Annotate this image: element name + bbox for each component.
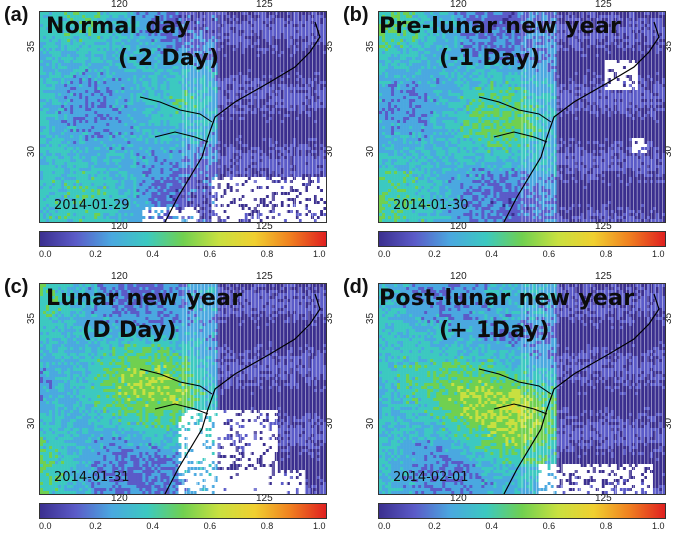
colorbar-tick-label: 0.8 — [600, 521, 613, 531]
left-tick-label: 30 — [365, 146, 376, 157]
aod-map — [378, 283, 666, 495]
colorbar-tick-label: 0.8 — [261, 249, 274, 259]
bottom-tick-label: 125 — [595, 493, 612, 504]
top-tick-label: 125 — [595, 271, 612, 282]
panel-a: (a) 120 125 35 30 35 30 Normal day (-2 Day) 2014-… — [0, 0, 339, 271]
colorbar-tick-label: 0.6 — [204, 521, 217, 531]
panel-d: (d) 120 125 35 30 35 30 Post-lunar new year (+ 1… — [339, 271, 678, 543]
colorbar-tick-label: 1.0 — [652, 249, 665, 259]
top-tick-label: 125 — [256, 271, 273, 282]
colorbar — [39, 503, 327, 519]
panel-title: Post-lunar new year — [379, 286, 634, 311]
left-tick-label: 30 — [26, 146, 37, 157]
colorbar-tick-label: 0.6 — [543, 249, 556, 259]
bottom-tick-label: 125 — [256, 221, 273, 232]
panel-title: Lunar new year — [46, 286, 242, 311]
colorbar — [39, 231, 327, 247]
top-tick-label: 120 — [450, 271, 467, 282]
colorbar-tick-label: 0.0 — [39, 249, 52, 259]
colorbar-tick-label: 1.0 — [313, 249, 326, 259]
date-label: 2014-02-01 — [393, 470, 469, 485]
colorbar — [378, 231, 666, 247]
bottom-tick-label: 120 — [111, 221, 128, 232]
date-label: 2014-01-31 — [54, 470, 130, 485]
colorbar-tick-label: 0.4 — [485, 521, 498, 531]
colorbar-tick-label: 0.6 — [204, 249, 217, 259]
top-tick-label: 125 — [595, 0, 612, 10]
colorbar-tick-label: 1.0 — [313, 521, 326, 531]
colorbar-tick-label: 0.8 — [600, 249, 613, 259]
left-tick-label: 35 — [365, 313, 376, 324]
left-tick-label: 35 — [365, 41, 376, 52]
colorbar-tick-label: 0.8 — [261, 521, 274, 531]
panel-subtitle: (+ 1Day) — [439, 318, 550, 343]
top-tick-label: 120 — [111, 0, 128, 10]
aod-map — [378, 11, 666, 223]
panel-letter: (a) — [4, 4, 28, 27]
left-tick-label: 35 — [26, 41, 37, 52]
colorbar-tick-label: 0.4 — [146, 521, 159, 531]
left-tick-label: 35 — [26, 313, 37, 324]
panel-subtitle: (-2 Day) — [118, 46, 219, 71]
panel-c: (c) 120 125 35 30 35 30 Lunar new year (D Day) 20… — [0, 271, 339, 543]
colorbar-tick-label: 0.2 — [428, 249, 441, 259]
panel-subtitle: (-1 Day) — [439, 46, 540, 71]
panel-letter: (c) — [4, 276, 28, 299]
colorbar-tick-label: 0.0 — [378, 249, 391, 259]
bottom-tick-label: 120 — [450, 493, 467, 504]
panel-title: Normal day — [46, 14, 191, 39]
colorbar-tick-label: 0.0 — [378, 521, 391, 531]
colorbar-tick-label: 0.0 — [39, 521, 52, 531]
panel-letter: (b) — [343, 4, 369, 27]
colorbar — [378, 503, 666, 519]
colorbar-tick-label: 0.2 — [89, 249, 102, 259]
aod-map — [39, 283, 327, 495]
bottom-tick-label: 125 — [595, 221, 612, 232]
panel-letter: (d) — [343, 276, 369, 299]
date-label: 2014-01-29 — [54, 198, 130, 213]
aod-map — [39, 11, 327, 223]
colorbar-tick-label: 0.6 — [543, 521, 556, 531]
panel-b: (b) 120 125 35 30 35 30 Pre-lunar new year (-1 D… — [339, 0, 678, 271]
top-tick-label: 125 — [256, 0, 273, 10]
colorbar-tick-label: 0.4 — [485, 249, 498, 259]
bottom-tick-label: 120 — [111, 493, 128, 504]
panel-title: Pre-lunar new year — [379, 14, 621, 39]
top-tick-label: 120 — [450, 0, 467, 10]
bottom-tick-label: 125 — [256, 493, 273, 504]
colorbar-tick-label: 0.2 — [428, 521, 441, 531]
colorbar-tick-label: 1.0 — [652, 521, 665, 531]
colorbar-tick-label: 0.4 — [146, 249, 159, 259]
bottom-tick-label: 120 — [450, 221, 467, 232]
colorbar-tick-label: 0.2 — [89, 521, 102, 531]
left-tick-label: 30 — [365, 418, 376, 429]
date-label: 2014-01-30 — [393, 198, 469, 213]
left-tick-label: 30 — [26, 418, 37, 429]
panel-subtitle: (D Day) — [82, 318, 177, 343]
top-tick-label: 120 — [111, 271, 128, 282]
